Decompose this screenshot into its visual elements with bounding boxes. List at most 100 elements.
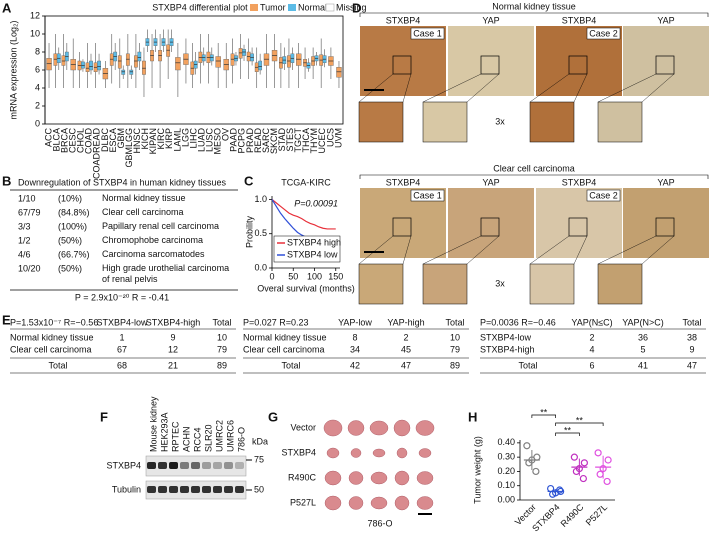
box <box>61 55 66 66</box>
section-title: Clear cell carcinoma <box>493 163 575 173</box>
tumor <box>370 471 388 485</box>
zoom-guide <box>466 235 500 265</box>
zoom-image <box>422 263 468 305</box>
tumor <box>416 471 434 485</box>
table-cell-wrap: High grade urothelial carcinoma of renal… <box>102 263 230 284</box>
box <box>201 54 206 62</box>
x-tick-label: KIPAN <box>148 128 158 154</box>
zoom-guide <box>422 235 482 265</box>
lane-label: UMRC6 <box>225 420 235 452</box>
table-cell: Total <box>48 360 67 370</box>
tumor <box>394 470 410 486</box>
table-cell-wrap: Clear cell carcinoma <box>102 207 184 217</box>
box <box>242 49 246 56</box>
table-cell: (50%) <box>58 235 82 245</box>
marker-label: 50 <box>254 484 264 494</box>
tumor <box>324 470 342 486</box>
zoom-guide <box>597 235 657 265</box>
x-tick-label: TGCT <box>293 128 303 153</box>
box <box>97 60 101 71</box>
x-tick-label: 0 <box>269 271 274 281</box>
box <box>263 53 270 66</box>
western-blot <box>145 455 252 500</box>
box <box>287 55 291 68</box>
box <box>117 55 122 69</box>
point <box>594 449 602 457</box>
table-cell: 1 <box>119 332 124 342</box>
x-tick-label: SKCM <box>269 128 279 154</box>
box <box>137 51 142 62</box>
x-tick-label: STAD <box>277 128 287 152</box>
zoom-guide <box>402 73 412 103</box>
table-cell: Normal kidney tissue <box>102 193 186 203</box>
table-cell: 38 <box>687 332 697 342</box>
y-axis-label: Probility <box>244 215 254 248</box>
zoom-guide <box>573 235 588 265</box>
point <box>570 453 578 461</box>
y-tick-label: 1.0 <box>254 194 267 204</box>
table-header: YAP(N≤C) <box>571 317 612 327</box>
point <box>523 442 531 450</box>
roi-box <box>655 217 675 237</box>
table-cell: 79 <box>217 344 227 354</box>
lane-label: Mouse kidney <box>148 396 158 452</box>
x-tick-label: 100 <box>307 271 322 281</box>
cell-line-label: 786-O <box>367 518 392 528</box>
x-tick-label: KIRP <box>164 128 174 149</box>
lane-label: 786-O <box>236 427 246 452</box>
box <box>258 60 263 71</box>
table-cell: 47 <box>687 360 697 370</box>
table-header: YAP-high <box>387 317 424 327</box>
table-cell: 9 <box>170 332 175 342</box>
table-header: Total <box>445 317 464 327</box>
table-cell: 6 <box>589 360 594 370</box>
table-cell: (66.7%) <box>58 249 90 259</box>
table-header: P=0.0036 R=−0.46 <box>480 317 556 327</box>
table-cell-wrap: Papillary renal cell carcinoma <box>102 221 219 231</box>
table-cell: 10 <box>450 332 460 342</box>
zoom-guide <box>573 73 588 103</box>
column-label: STXBP4 <box>562 177 597 187</box>
column-label: YAP <box>482 15 499 25</box>
table-cell: Clear cell carcinoma <box>10 344 92 354</box>
table-header: STXBP4-low <box>96 317 148 327</box>
box <box>129 69 134 75</box>
x-tick-label: COAD <box>84 128 94 155</box>
table-cell: 47 <box>401 360 411 370</box>
box <box>81 61 85 69</box>
table-footer: P = 2.9x10⁻²⁰ R = -0.41 <box>75 292 169 302</box>
table-cell: 67/79 <box>18 207 41 217</box>
table-cell: 8 <box>352 332 357 342</box>
x-tick-label: 150 <box>328 271 343 281</box>
tumor <box>370 496 388 510</box>
y-tick-label: 4 <box>35 82 40 92</box>
case-label: Case 1 <box>413 28 442 38</box>
table-header: Total <box>682 317 701 327</box>
x-tick-label: THCA <box>301 128 311 153</box>
panel-label: B <box>2 173 11 188</box>
table-header: STXBP4-high <box>146 317 201 327</box>
chart-title: TCGA-KIRC <box>281 177 331 187</box>
box <box>89 60 93 71</box>
tumor <box>393 419 411 437</box>
point <box>596 470 604 478</box>
table-cell: 67 <box>117 344 127 354</box>
table-header: Total <box>212 317 231 327</box>
x-tick-label: LAML <box>172 128 182 152</box>
bracket <box>359 174 709 179</box>
table-cell: 21 <box>168 360 178 370</box>
annotation: P=0.00091 <box>294 198 338 208</box>
row-label: P527L <box>290 497 316 507</box>
table-cell: 34 <box>350 344 360 354</box>
table-cell: High grade urothelial carcinoma of renal… <box>102 263 230 284</box>
x-tick-label: COADREAD <box>92 128 102 180</box>
zoom-guide <box>641 73 675 103</box>
sig-bracket <box>531 414 556 418</box>
x-tick-label: MESO <box>213 128 223 155</box>
x-tick-label: ESCA <box>108 128 118 153</box>
column-label: YAP <box>657 177 674 187</box>
x-tick-label: SARC <box>261 128 271 154</box>
table-cell: 12 <box>168 344 178 354</box>
point <box>580 459 588 467</box>
panel-label: H <box>468 409 477 424</box>
